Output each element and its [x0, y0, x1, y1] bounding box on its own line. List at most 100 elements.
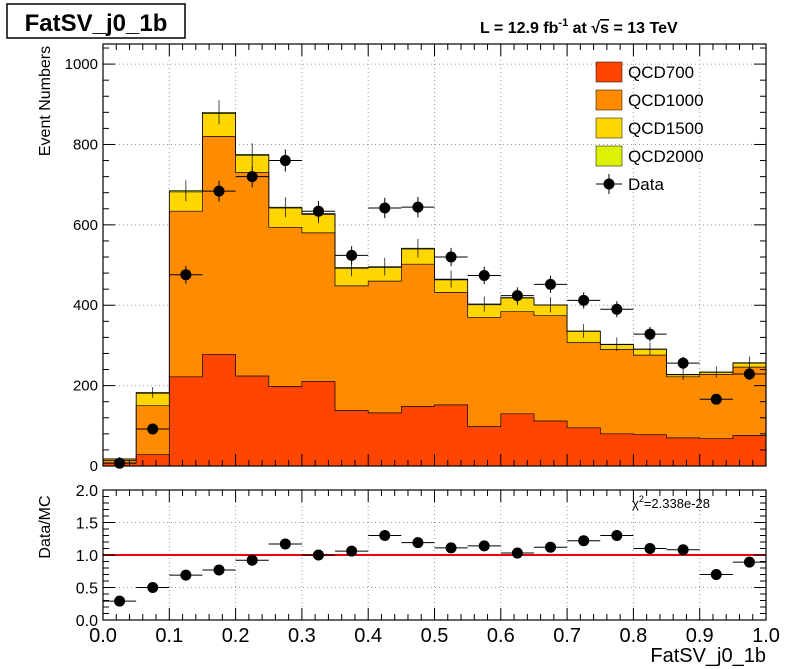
ratio-point	[478, 540, 490, 552]
stack-bar-QCD700	[567, 427, 601, 466]
chi2-value: =2.338e-28	[644, 496, 710, 511]
title-box: FatSV_j0_1b	[6, 3, 186, 39]
stack-bar-QCD700	[732, 435, 767, 466]
ratio-points	[103, 530, 766, 607]
luminosity-label: L = 12.9 fb-1 at √s = 13 TeV	[480, 17, 678, 37]
data-point	[545, 278, 557, 290]
stack-bar-QCD1500	[202, 113, 236, 137]
main-y-tick-label: 400	[73, 297, 98, 314]
sqrt-symbol: √	[591, 20, 600, 37]
lumi-prefix: L = 12.9 fb	[480, 20, 559, 37]
lumi-mid: at	[568, 20, 591, 37]
main-y-axis: 0 200 400 600 800 1000	[65, 47, 766, 475]
stack-bar-QCD1000	[235, 172, 270, 376]
data-point	[213, 185, 225, 197]
data-point	[246, 171, 258, 183]
chi2-symbol: χ	[632, 496, 639, 511]
ratio-point	[644, 543, 656, 554]
stack-bar-QCD1000	[699, 374, 734, 439]
ratio-y-tick-label: 2.0	[76, 483, 98, 500]
stack-bar-QCD1500	[335, 268, 369, 286]
stack-bar-QCD1000	[202, 136, 236, 355]
stack-bar-QCD1000	[533, 315, 568, 421]
stack-bar-QCD1000	[401, 264, 435, 407]
stack-bar-QCD700	[533, 420, 568, 466]
stack-bar-QCD700	[136, 454, 170, 466]
ratio-y-tick-label: 1.5	[76, 516, 98, 533]
ratio-point	[710, 569, 722, 580]
main-y-tick-label: 1000	[65, 56, 98, 73]
stack-bar-QCD700	[169, 376, 203, 466]
stack-bar-QCD1000	[169, 211, 203, 377]
stack-bar-QCD1000	[301, 232, 336, 382]
sqrt-s: s	[600, 20, 609, 37]
ratio-point	[578, 535, 590, 547]
ratio-point	[412, 537, 424, 549]
plot-title: FatSV_j0_1b	[25, 10, 168, 37]
data-point	[578, 294, 590, 306]
ratio-x-axis: 0.0 0.1 0.2 0.3 0.4 0.5 0.6 0.7 0.8 0.9 1.0	[89, 490, 780, 647]
x-tick-label: 0.9	[686, 625, 714, 647]
data-point	[677, 357, 689, 369]
legend-swatch-QCD2000	[595, 145, 623, 167]
data-point	[478, 269, 490, 281]
x-tick-label: 0.2	[222, 625, 250, 647]
lumi-exponent: -1	[558, 17, 568, 29]
x-tick-label: 0.6	[487, 625, 515, 647]
main-x-ticks	[102, 44, 767, 466]
x-tick-label: 0.8	[619, 625, 647, 647]
stack-outlines	[103, 100, 766, 464]
ratio-point	[445, 542, 457, 554]
main-y-axis-label: Event Numbers	[37, 46, 54, 156]
x-tick-label: 0.5	[421, 625, 449, 647]
stack-bar-QCD1500	[268, 207, 303, 228]
stack-bar-QCD700	[699, 438, 734, 466]
stack-bar-QCD700	[633, 434, 667, 466]
data-point	[147, 423, 159, 435]
x-tick-label: 0.0	[89, 625, 117, 647]
stack-bar-QCD1000	[567, 342, 601, 428]
stack-bar-QCD700	[600, 433, 634, 466]
data-point	[611, 303, 623, 315]
stack-bar-QCD700	[301, 381, 336, 466]
data-point	[180, 269, 192, 281]
chi2-label: χ2=2.338e-28	[632, 494, 710, 511]
ratio-point	[279, 538, 291, 550]
main-y-tick-label: 200	[73, 378, 98, 395]
legend-swatch-QCD1000	[595, 89, 623, 111]
ratio-y-tick-label: 1.0	[76, 548, 98, 565]
ratio-point	[147, 582, 159, 593]
legend-label: QCD1000	[628, 91, 704, 110]
data-point	[114, 457, 126, 469]
chi2-exponent: 2	[639, 494, 644, 504]
stack-bar-QCD1000	[434, 292, 469, 405]
legend-swatch-QCD700	[595, 61, 623, 83]
data-point	[511, 290, 523, 302]
stack-bar-QCD700	[235, 375, 270, 466]
x-tick-label: 0.1	[155, 625, 183, 647]
stack-bar-QCD1500	[136, 393, 170, 406]
stack-outline-QCD700	[103, 353, 766, 464]
data-point	[279, 155, 291, 167]
ratio-y-axis-label: Data/MC	[37, 495, 54, 558]
main-y-tick-label: 600	[73, 217, 98, 234]
data-point	[743, 368, 755, 380]
ratio-y-axis: 0.0 0.5 1.0 1.5 2.0	[76, 483, 766, 630]
legend-label: QCD2000	[628, 147, 704, 166]
stack-bar-QCD700	[202, 354, 236, 466]
x-tick-label: 0.7	[553, 625, 581, 647]
lumi-energy: = 13 TeV	[609, 20, 678, 37]
stack-bar-QCD700	[500, 413, 535, 466]
legend-label: QCD700	[628, 63, 694, 82]
main-y-tick-label: 0	[90, 458, 98, 475]
legend-data-marker	[603, 178, 615, 190]
title-box-frame	[6, 3, 186, 39]
stack-bar-QCD700	[467, 426, 502, 466]
ratio-point	[213, 564, 225, 576]
data-point	[644, 328, 656, 340]
x-tick-label: 1.0	[752, 625, 780, 647]
legend-label: Data	[628, 175, 664, 194]
stack-bar-QCD700	[268, 386, 303, 466]
stack-bar-QCD1000	[600, 349, 634, 434]
